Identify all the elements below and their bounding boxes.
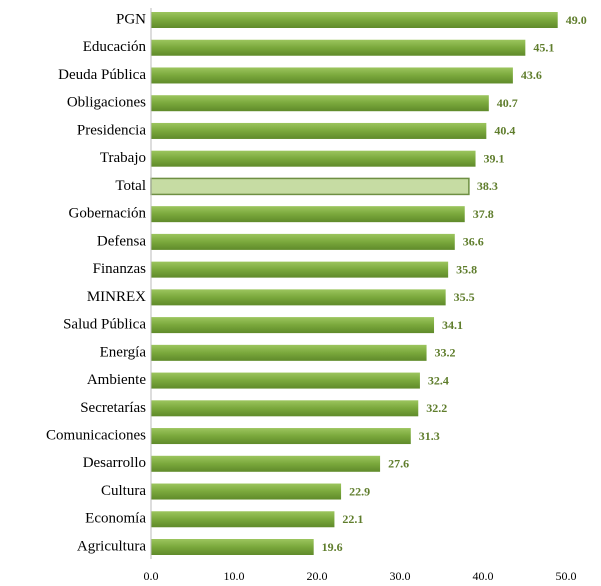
category-label: Secretarías: [80, 400, 146, 416]
value-label: 22.9: [349, 484, 370, 498]
bar: [151, 455, 381, 472]
category-label: Cultura: [101, 483, 146, 499]
bar: [151, 150, 476, 167]
value-label: 33.2: [435, 346, 456, 360]
x-tick-label: 50.0: [556, 569, 577, 583]
bar: [151, 483, 342, 500]
bar: [151, 372, 420, 389]
category-label: Deuda Pública: [58, 67, 146, 83]
category-label: Obligaciones: [67, 95, 146, 111]
category-label: Salud Pública: [63, 317, 146, 333]
category-label: Ambiente: [87, 372, 146, 388]
value-label: 43.6: [521, 68, 542, 82]
bar: [150, 177, 470, 196]
category-label: Finanzas: [93, 261, 146, 277]
value-label: 27.6: [388, 457, 409, 471]
value-label: 34.1: [442, 318, 463, 332]
bar: [151, 206, 465, 223]
value-label: 32.4: [428, 373, 449, 387]
category-label: Agricultura: [77, 538, 146, 554]
bar: [151, 344, 427, 361]
value-label: 45.1: [533, 40, 554, 54]
category-label: Defensa: [97, 233, 146, 249]
value-label: 22.1: [342, 512, 363, 526]
value-label: 38.3: [477, 179, 498, 193]
value-label: 19.6: [322, 540, 343, 554]
category-label: Presidencia: [77, 122, 146, 138]
bar: [151, 428, 411, 445]
value-label: 36.6: [463, 235, 484, 249]
value-label: 35.5: [454, 290, 475, 304]
value-label: 37.8: [473, 207, 494, 221]
bar: [151, 289, 446, 306]
category-label: Total: [115, 178, 146, 194]
x-tick-label: 40.0: [473, 569, 494, 583]
value-label: 49.0: [566, 13, 587, 27]
value-label: 35.8: [456, 262, 477, 276]
value-label: 32.2: [426, 401, 447, 415]
value-label: 40.7: [497, 96, 518, 110]
bar: [151, 261, 449, 278]
bar: [151, 12, 558, 28]
category-label: Desarrollo: [83, 455, 146, 471]
bar: [151, 511, 335, 528]
bar: [151, 233, 455, 250]
value-label: 39.1: [484, 151, 505, 165]
category-label: MINREX: [87, 289, 146, 305]
x-tick-label: 20.0: [307, 569, 328, 583]
bar: [151, 539, 314, 555]
category-label: Gobernación: [69, 206, 147, 222]
category-label: Educación: [83, 39, 147, 55]
bar: [151, 317, 435, 334]
x-tick-label: 30.0: [390, 569, 411, 583]
bar: [151, 67, 513, 84]
bar: [151, 95, 489, 112]
category-label: Trabajo: [100, 150, 146, 166]
category-label: Comunicaciones: [46, 427, 146, 443]
bar: [151, 400, 419, 417]
bar: [151, 122, 487, 139]
value-label: 40.4: [494, 124, 515, 138]
category-label: Energía: [100, 344, 147, 360]
x-tick-label: 10.0: [224, 569, 245, 583]
x-tick-label: 0.0: [144, 569, 159, 583]
category-label: Economía: [85, 511, 146, 527]
bar: [151, 39, 526, 56]
category-label: PGN: [116, 11, 146, 27]
value-label: 31.3: [419, 429, 440, 443]
